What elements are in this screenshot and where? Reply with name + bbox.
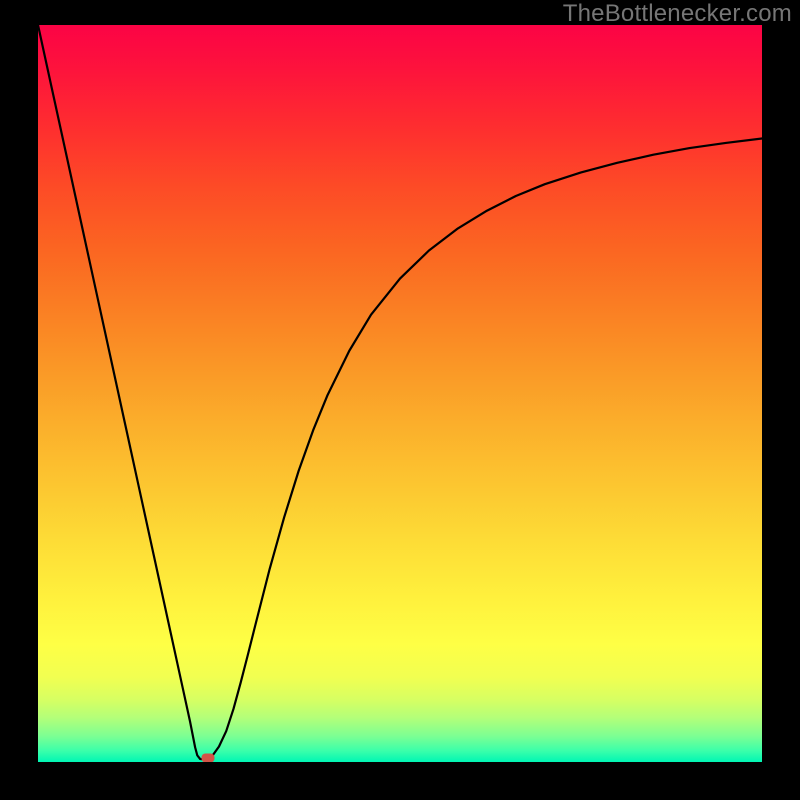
plot-area [38, 25, 762, 762]
bottleneck-curve [38, 25, 762, 762]
minimum-marker [202, 753, 215, 762]
watermark-text: TheBottlenecker.com [563, 0, 792, 28]
chart-frame: TheBottlenecker.com [0, 0, 800, 800]
curve-path [38, 25, 762, 759]
